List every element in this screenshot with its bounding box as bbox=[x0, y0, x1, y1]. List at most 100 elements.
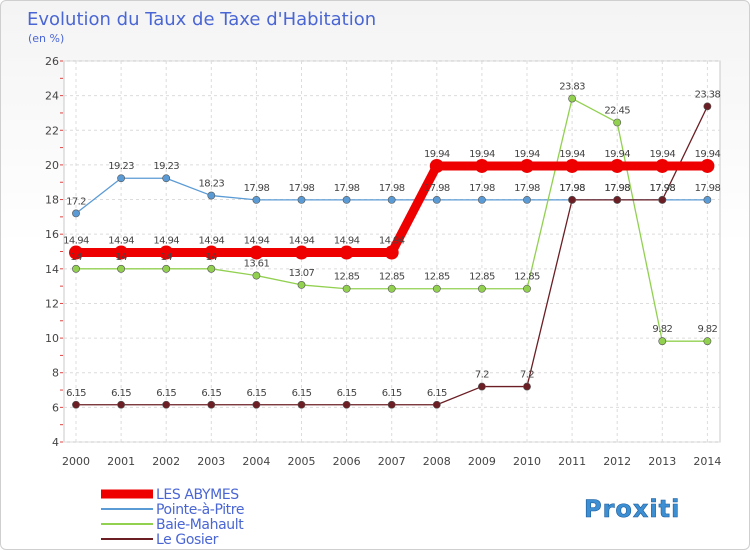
data-label: 6.15 bbox=[292, 388, 312, 399]
data-point bbox=[339, 245, 354, 260]
data-point bbox=[610, 158, 625, 173]
data-point bbox=[613, 118, 622, 127]
data-labels: 14.94 14.94 14.94 14.94 14.94 14.94 14.94 14.94… bbox=[63, 82, 721, 399]
y-tick-label: 16 bbox=[45, 228, 59, 241]
y-tick-label: 12 bbox=[45, 297, 59, 310]
data-point bbox=[249, 245, 264, 260]
y-tick-label: 6 bbox=[52, 401, 59, 414]
data-point bbox=[384, 245, 399, 260]
proxiti-logo: Proxiti bbox=[584, 495, 680, 524]
data-point bbox=[523, 195, 531, 204]
data-label: 12.85 bbox=[469, 272, 495, 283]
data-label: 14.94 bbox=[63, 236, 89, 247]
axes: 4 6 8 10 12 14 16 18 20 22 24 26 2000 2001 2002 2003 200… bbox=[45, 55, 721, 468]
data-point bbox=[520, 158, 534, 173]
data-label: 19.94 bbox=[424, 149, 450, 160]
data-point bbox=[523, 382, 531, 391]
data-point bbox=[387, 195, 396, 204]
data-label: 6.15 bbox=[427, 388, 447, 399]
data-label: 23.38 bbox=[695, 89, 721, 100]
x-tick-label: 2005 bbox=[288, 455, 316, 468]
data-point bbox=[474, 158, 489, 173]
data-label: 6.15 bbox=[382, 388, 402, 399]
chart-title: Evolution du Taux de Taxe d'Habitation bbox=[27, 9, 376, 30]
data-label: 14.94 bbox=[244, 236, 270, 247]
data-point bbox=[297, 195, 306, 204]
data-label: 17.98 bbox=[469, 183, 495, 194]
x-tick-label: 2012 bbox=[603, 455, 631, 468]
y-tick-label: 8 bbox=[52, 367, 59, 380]
y-tick-label: 24 bbox=[45, 90, 59, 103]
data-point bbox=[297, 281, 306, 289]
x-tick-label: 2008 bbox=[423, 455, 451, 468]
y-tick-label: 4 bbox=[52, 436, 59, 449]
data-label: 17.98 bbox=[379, 183, 405, 194]
data-label: 19.23 bbox=[108, 161, 134, 172]
data-point bbox=[72, 400, 80, 409]
data-point bbox=[297, 400, 306, 409]
data-point bbox=[523, 284, 531, 293]
data-label: 6.15 bbox=[337, 388, 357, 399]
data-point bbox=[162, 174, 171, 183]
data-point bbox=[429, 158, 444, 173]
data-point bbox=[162, 400, 171, 409]
x-tick-label: 2007 bbox=[378, 455, 406, 468]
logo-text: Proxiti bbox=[584, 495, 680, 523]
data-label: 6.15 bbox=[66, 388, 86, 399]
data-label: 14 bbox=[70, 252, 82, 263]
data-point bbox=[252, 195, 261, 204]
data-label: 14 bbox=[160, 252, 172, 263]
data-point bbox=[342, 195, 351, 204]
data-label: 18.23 bbox=[198, 179, 224, 190]
y-tick-label: 20 bbox=[45, 159, 59, 172]
data-point bbox=[700, 158, 715, 173]
data-label: 17.98 bbox=[289, 183, 315, 194]
data-point bbox=[204, 245, 219, 260]
data-point bbox=[252, 271, 261, 280]
y-tick-label: 26 bbox=[45, 55, 59, 68]
data-point bbox=[72, 209, 80, 218]
x-tick-label: 2010 bbox=[513, 455, 541, 468]
legend-label: LES ABYMES bbox=[156, 487, 239, 503]
data-point bbox=[655, 158, 670, 173]
data-point bbox=[568, 94, 576, 103]
data-point bbox=[72, 264, 80, 273]
chart-subtitle: (en %) bbox=[28, 32, 64, 45]
x-tick-label: 2000 bbox=[62, 455, 90, 468]
data-label: 19.94 bbox=[469, 149, 495, 160]
y-tick-label: 18 bbox=[45, 194, 59, 207]
data-label: 14.94 bbox=[334, 236, 360, 247]
data-label: 14.94 bbox=[289, 236, 315, 247]
data-label: 13.07 bbox=[289, 268, 315, 279]
data-label: 19.94 bbox=[649, 149, 675, 160]
data-label: 14.94 bbox=[198, 236, 224, 247]
data-label: 9.82 bbox=[697, 324, 717, 335]
data-label: 13.61 bbox=[244, 259, 270, 270]
data-point bbox=[477, 195, 486, 204]
data-label: 17.98 bbox=[559, 183, 585, 194]
x-tick-label: 2011 bbox=[558, 455, 586, 468]
data-label: 17.98 bbox=[649, 183, 675, 194]
data-point bbox=[342, 284, 351, 293]
data-label: 14.94 bbox=[108, 236, 134, 247]
data-label: 7.2 bbox=[520, 370, 534, 381]
data-label: 14 bbox=[206, 252, 218, 263]
data-point bbox=[613, 195, 622, 204]
data-label: 14.94 bbox=[153, 236, 179, 247]
data-point bbox=[703, 337, 712, 346]
x-tick-label: 2009 bbox=[468, 455, 496, 468]
data-point bbox=[387, 400, 396, 409]
data-label: 7.2 bbox=[475, 370, 489, 381]
data-label: 14 bbox=[115, 252, 127, 263]
data-label: 17.98 bbox=[334, 183, 360, 194]
data-label: 17.98 bbox=[424, 183, 450, 194]
y-tick-label: 14 bbox=[45, 263, 59, 276]
data-label: 12.85 bbox=[379, 272, 405, 283]
series-layer bbox=[69, 94, 715, 409]
data-label: 19.23 bbox=[153, 161, 179, 172]
data-point bbox=[342, 400, 351, 409]
data-point bbox=[703, 195, 712, 204]
data-point bbox=[117, 264, 125, 273]
